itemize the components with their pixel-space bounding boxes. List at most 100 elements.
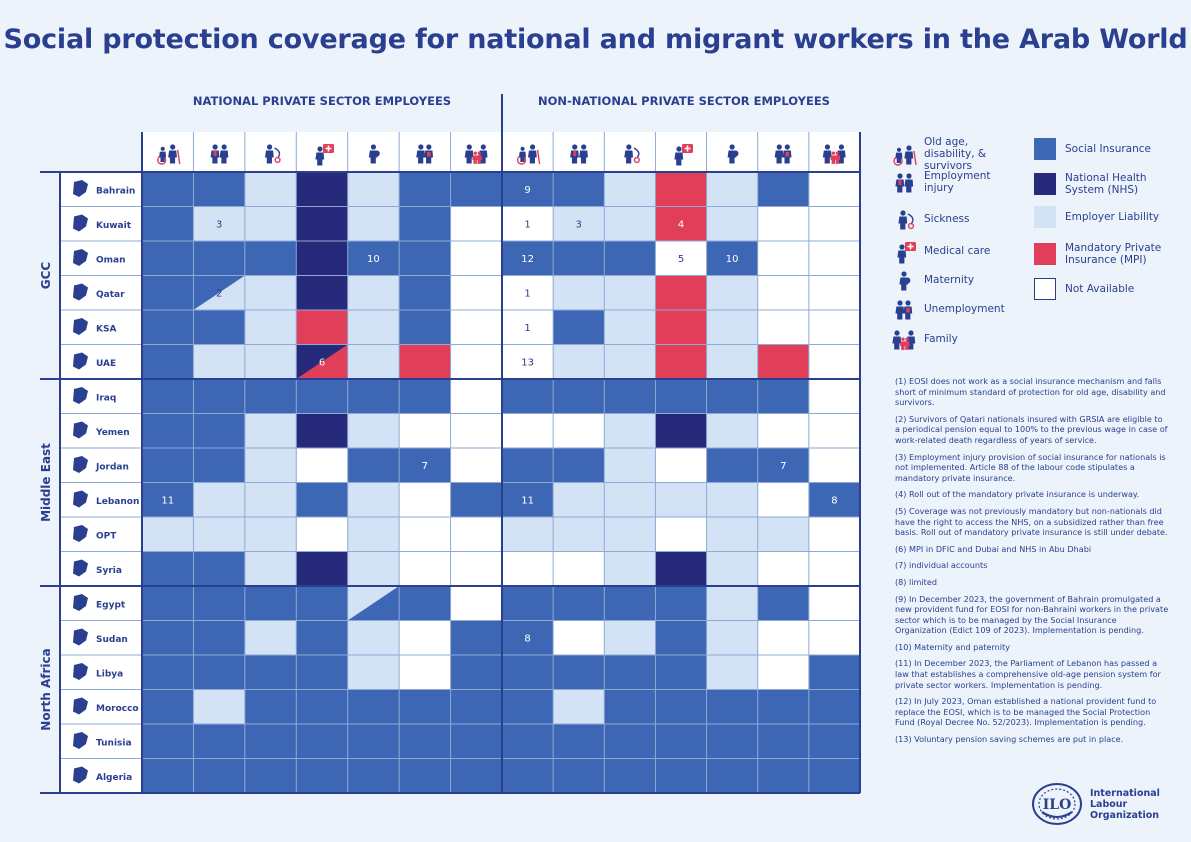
country-map-icon	[73, 732, 88, 749]
coverage-cell: 9	[502, 172, 554, 207]
country-map-icon	[73, 663, 88, 680]
coverage-cell	[553, 655, 605, 690]
family-icon	[892, 330, 916, 350]
coverage-cell	[244, 379, 297, 414]
svg-text:ILO: ILO	[1043, 797, 1072, 813]
coverage-cell	[244, 206, 297, 241]
coverage-cell	[399, 344, 451, 379]
legend-label-not-available: Not Available	[1065, 283, 1135, 295]
coverage-cell	[347, 586, 400, 621]
coverage-cell	[808, 172, 860, 207]
country-map-icon	[73, 559, 88, 577]
legend-label-unemployment: Unemployment	[924, 303, 1005, 315]
country-name: Qatar	[96, 290, 125, 300]
coverage-cell: 2	[193, 275, 245, 310]
coverage-cell	[706, 310, 758, 345]
country-label: Algeria	[73, 766, 132, 784]
coverage-cell	[244, 413, 297, 448]
country-name: KSA	[96, 324, 116, 334]
country-label: Syria	[73, 559, 122, 577]
country-label: Egypt	[73, 594, 126, 611]
coverage-cell	[553, 344, 605, 379]
coverage-cell	[296, 551, 348, 586]
ilo-name-line1: International	[1090, 787, 1160, 799]
coverage-cell: 8	[808, 482, 860, 517]
coverage-cell	[193, 172, 245, 207]
swatch-employer-liability	[1034, 206, 1056, 228]
coverage-cell	[655, 586, 707, 621]
cell-note-marker: 10	[726, 254, 739, 265]
old-age-icon	[502, 132, 554, 172]
country-map-icon	[73, 180, 88, 197]
coverage-cell	[502, 448, 554, 483]
coverage-cell	[604, 620, 656, 655]
coverage-cell	[808, 620, 860, 655]
cell-note-marker: 11	[161, 495, 174, 506]
country-map-icon	[73, 214, 88, 232]
coverage-cell	[706, 482, 758, 517]
coverage-cell	[450, 241, 502, 276]
ilo-name-line3: Organization	[1090, 809, 1160, 821]
coverage-cell	[808, 517, 860, 552]
coverage-cell	[757, 172, 809, 207]
legend-label-medical-care: Medical care	[924, 245, 991, 257]
coverage-cell	[142, 172, 194, 207]
coverage-cell	[296, 448, 348, 483]
coverage-cell	[757, 724, 809, 759]
coverage-cell	[604, 172, 656, 207]
coverage-cell	[296, 413, 348, 448]
country-name: Lebanon	[96, 497, 139, 507]
coverage-cell: 7	[757, 448, 809, 483]
coverage-cell	[706, 448, 758, 483]
coverage-cell	[399, 172, 451, 207]
coverage-cell: 11	[142, 482, 194, 517]
coverage-cell	[450, 379, 502, 414]
coverage-cell	[502, 551, 554, 586]
coverage-cell	[296, 724, 348, 759]
coverage-cell	[450, 172, 502, 207]
coverage-cell	[553, 172, 605, 207]
country-name: OPT	[96, 531, 117, 541]
cell-note-marker: 8	[831, 495, 837, 506]
coverage-cell	[244, 689, 297, 724]
coverage-cell	[347, 620, 400, 655]
coverage-cell: 1	[502, 206, 554, 241]
coverage-cell	[450, 206, 502, 241]
country-label: Lebanon	[73, 490, 139, 508]
coverage-cell	[808, 206, 860, 241]
cell-note-marker: 1	[524, 288, 530, 299]
national-section-heading: NATIONAL PRIVATE SECTOR EMPLOYEES	[192, 94, 452, 108]
footnote: (2) Survivors of Qatari nationals insure…	[895, 413, 1168, 445]
coverage-cell	[244, 586, 297, 621]
cell-note-marker: 3	[576, 219, 582, 230]
benefit-legend: Old age, disability, & survivors Employm…	[890, 136, 1030, 356]
legend-label-sickness: Sickness	[924, 213, 970, 225]
country-map-icon	[73, 766, 88, 784]
medical-care-icon	[296, 132, 348, 172]
coverage-cell: 10	[706, 241, 758, 276]
coverage-cell	[808, 655, 860, 690]
country-label: Tunisia	[73, 732, 132, 749]
coverage-cell	[142, 724, 194, 759]
coverage-cell	[296, 172, 348, 207]
coverage-cell	[553, 551, 605, 586]
coverage-cell	[604, 310, 656, 345]
coverage-cell	[450, 586, 502, 621]
coverage-cell	[808, 689, 860, 724]
coverage-cell	[808, 551, 860, 586]
coverage-cell	[450, 310, 502, 345]
legend-label-old-age: Old age, disability, & survivors	[924, 136, 987, 172]
coverage-cell	[399, 379, 451, 414]
coverage-cell	[655, 344, 707, 379]
coverage-cell	[296, 482, 348, 517]
coverage-cell	[399, 206, 451, 241]
coverage-cell: 4	[655, 206, 707, 241]
medical-care-icon	[897, 242, 916, 264]
footnote: (1) EOSI does not work as a social insur…	[895, 376, 1166, 408]
coverage-cell	[604, 379, 656, 414]
coverage-cell	[450, 344, 502, 379]
coverage-cell	[399, 517, 451, 552]
coverage-cell	[553, 620, 605, 655]
country-map-icon	[73, 628, 88, 646]
country-map-icon	[73, 456, 88, 473]
